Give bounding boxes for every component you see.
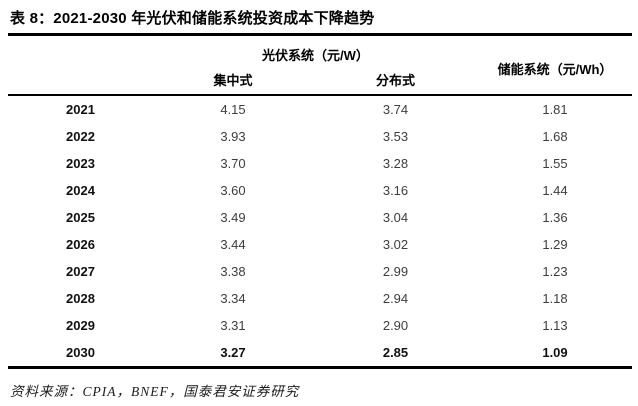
storage-cell: 1.13 xyxy=(542,318,568,333)
storage-cell: 1.55 xyxy=(542,156,568,171)
distributed-cell: 2.90 xyxy=(382,318,409,333)
source-note: 资料来源：CPIA，BNEF，国泰君安证券研究 xyxy=(10,384,300,399)
centralized-cell: 3.34 xyxy=(220,291,246,306)
table-header: 光伏系统（元/W） 储能系统（元/Wh） 集中式 分布式 xyxy=(8,36,632,94)
centralized-cell: 3.27 xyxy=(220,345,246,360)
distributed-cell: 3.74 xyxy=(382,102,409,117)
distributed-cell: 3.28 xyxy=(382,156,409,171)
distributed-cell: 2.85 xyxy=(382,345,409,360)
storage-cell: 1.29 xyxy=(542,237,568,252)
distributed-cell: 3.04 xyxy=(382,210,409,225)
storage-cell: 1.09 xyxy=(542,345,568,360)
storage-cell: 1.18 xyxy=(542,291,568,306)
storage-cell: 1.36 xyxy=(542,210,568,225)
year-cell: 2023 xyxy=(66,156,95,171)
top-rule xyxy=(8,33,632,36)
centralized-cell: 4.15 xyxy=(220,102,246,117)
storage-cell: 1.68 xyxy=(542,129,568,144)
table-row: 2024 3.60 3.16 1.44 xyxy=(8,177,632,204)
year-cell: 2021 xyxy=(66,102,95,117)
header-centralized: 集中式 xyxy=(213,73,253,88)
year-cell: 2022 xyxy=(66,129,95,144)
year-cell: 2027 xyxy=(66,264,95,279)
table-row: 2021 4.15 3.74 1.81 xyxy=(8,96,632,123)
distributed-cell: 3.16 xyxy=(382,183,409,198)
table-row: 2028 3.34 2.94 1.18 xyxy=(8,285,632,312)
centralized-cell: 3.38 xyxy=(220,264,246,279)
storage-cell: 1.44 xyxy=(542,183,568,198)
header-storage-system: 储能系统（元/Wh） xyxy=(497,61,613,77)
year-cell: 2024 xyxy=(66,183,95,198)
table-row: 2023 3.70 3.28 1.55 xyxy=(8,150,632,177)
centralized-cell: 3.49 xyxy=(220,210,246,225)
table-title: 表 8：2021-2030 年光伏和储能系统投资成本下降趋势 xyxy=(10,10,375,27)
table-row: 2030 3.27 2.85 1.09 xyxy=(8,339,632,366)
year-cell: 2028 xyxy=(66,291,95,306)
distributed-cell: 3.02 xyxy=(382,237,409,252)
centralized-cell: 3.44 xyxy=(220,237,246,252)
centralized-cell: 3.93 xyxy=(220,129,246,144)
year-cell: 2025 xyxy=(66,210,95,225)
header-rule xyxy=(8,94,632,96)
bottom-rule xyxy=(8,366,632,369)
centralized-cell: 3.60 xyxy=(220,183,246,198)
table-body: 2021 4.15 3.74 1.81 2022 3.93 3.53 1.68 … xyxy=(8,96,632,366)
storage-cell: 1.23 xyxy=(542,264,568,279)
distributed-cell: 3.53 xyxy=(382,129,409,144)
header-distributed: 分布式 xyxy=(375,73,415,88)
storage-cell: 1.81 xyxy=(542,102,568,117)
distributed-cell: 2.94 xyxy=(382,291,409,306)
centralized-cell: 3.70 xyxy=(220,156,246,171)
year-cell: 2026 xyxy=(66,237,95,252)
year-cell: 2030 xyxy=(66,345,95,360)
table-row: 2022 3.93 3.53 1.68 xyxy=(8,123,632,150)
header-pv-group: 光伏系统（元/W） xyxy=(262,48,369,63)
table-row: 2025 3.49 3.04 1.36 xyxy=(8,204,632,231)
distributed-cell: 2.99 xyxy=(382,264,409,279)
year-cell: 2029 xyxy=(66,318,95,333)
table-row: 2026 3.44 3.02 1.29 xyxy=(8,231,632,258)
table-row: 2027 3.38 2.99 1.23 xyxy=(8,258,632,285)
centralized-cell: 3.31 xyxy=(220,318,246,333)
table-row: 2029 3.31 2.90 1.13 xyxy=(8,312,632,339)
